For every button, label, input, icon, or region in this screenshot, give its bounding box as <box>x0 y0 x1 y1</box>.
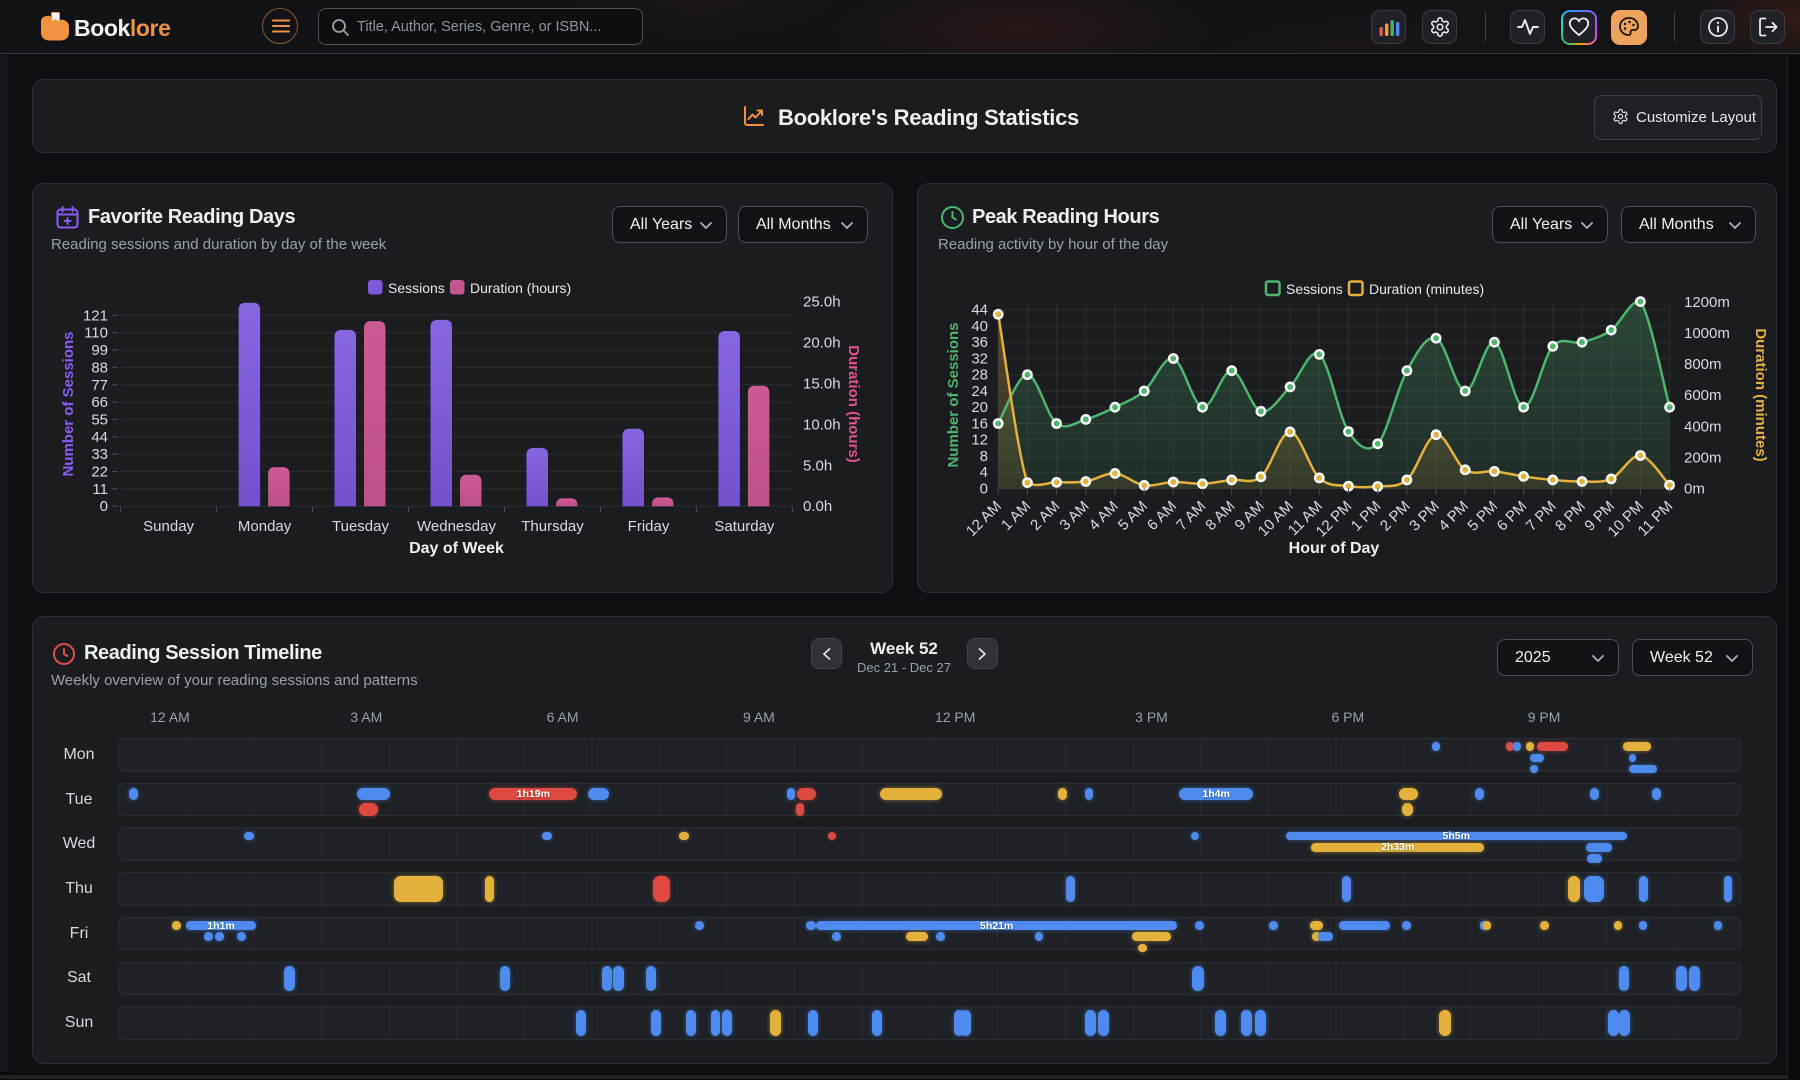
svg-text:0.0h: 0.0h <box>803 498 832 515</box>
svg-text:11: 11 <box>92 481 108 498</box>
svg-text:40: 40 <box>971 318 988 335</box>
svg-text:24: 24 <box>971 383 988 400</box>
svg-text:5 AM: 5 AM <box>1115 498 1151 534</box>
svg-text:Duration (hours): Duration (hours) <box>470 280 571 296</box>
svg-text:Day of Week: Day of Week <box>409 540 504 557</box>
svg-text:16: 16 <box>971 416 988 433</box>
svg-text:6 AM: 6 AM <box>1144 498 1180 534</box>
svg-text:2 PM: 2 PM <box>1377 498 1414 535</box>
svg-text:800m: 800m <box>1684 356 1722 373</box>
svg-text:Hour of Day: Hour of Day <box>1289 540 1380 557</box>
svg-text:Friday: Friday <box>628 518 670 535</box>
svg-text:20: 20 <box>971 399 988 416</box>
svg-text:1 PM: 1 PM <box>1348 498 1385 535</box>
svg-text:3 AM: 3 AM <box>1056 498 1092 534</box>
svg-text:Duration (minutes): Duration (minutes) <box>1752 328 1769 461</box>
svg-text:1000m: 1000m <box>1684 325 1730 342</box>
svg-text:20.0h: 20.0h <box>803 335 841 352</box>
svg-text:Duration (hours): Duration (hours) <box>845 345 862 463</box>
svg-text:200m: 200m <box>1684 449 1722 466</box>
svg-text:7 AM: 7 AM <box>1173 498 1209 534</box>
svg-text:4 PM: 4 PM <box>1435 498 1472 535</box>
svg-text:Sunday: Sunday <box>143 518 194 535</box>
svg-text:99: 99 <box>91 342 108 359</box>
svg-text:121: 121 <box>83 307 108 324</box>
svg-text:28: 28 <box>971 367 988 384</box>
svg-text:Sessions: Sessions <box>388 280 445 296</box>
svg-text:Wednesday: Wednesday <box>417 518 496 535</box>
svg-text:Thursday: Thursday <box>521 518 584 535</box>
svg-text:0: 0 <box>100 498 108 515</box>
svg-text:8 AM: 8 AM <box>1202 498 1238 534</box>
svg-text:22: 22 <box>91 464 108 481</box>
svg-text:7 PM: 7 PM <box>1523 498 1560 535</box>
svg-text:Number of Sessions: Number of Sessions <box>60 331 77 476</box>
svg-text:36: 36 <box>971 334 988 351</box>
svg-text:3 PM: 3 PM <box>1406 498 1443 535</box>
svg-text:400m: 400m <box>1684 418 1722 435</box>
svg-text:2 AM: 2 AM <box>1027 498 1063 534</box>
svg-text:6 PM: 6 PM <box>1494 498 1531 535</box>
svg-text:66: 66 <box>91 394 108 411</box>
svg-text:33: 33 <box>91 446 108 463</box>
svg-text:0: 0 <box>980 481 988 498</box>
svg-text:88: 88 <box>91 359 108 376</box>
svg-text:44: 44 <box>971 302 988 319</box>
svg-text:8: 8 <box>980 448 988 465</box>
svg-text:1 AM: 1 AM <box>998 498 1034 534</box>
svg-text:44: 44 <box>91 429 108 446</box>
svg-text:Monday: Monday <box>238 518 292 535</box>
svg-text:600m: 600m <box>1684 387 1722 404</box>
svg-text:Duration (minutes): Duration (minutes) <box>1369 281 1484 297</box>
svg-text:12: 12 <box>971 432 988 449</box>
svg-text:55: 55 <box>91 411 108 428</box>
svg-text:Tuesday: Tuesday <box>332 518 389 535</box>
svg-text:Sessions: Sessions <box>1286 281 1343 297</box>
svg-text:32: 32 <box>971 351 988 368</box>
svg-text:Saturday: Saturday <box>714 518 775 535</box>
svg-text:10.0h: 10.0h <box>803 416 841 433</box>
svg-text:5 PM: 5 PM <box>1464 498 1501 535</box>
svg-text:5.0h: 5.0h <box>803 457 832 474</box>
svg-text:15.0h: 15.0h <box>803 376 841 393</box>
svg-text:Number of Sessions: Number of Sessions <box>945 322 962 467</box>
svg-text:25.0h: 25.0h <box>803 294 841 311</box>
svg-text:4: 4 <box>980 464 988 481</box>
svg-text:8 PM: 8 PM <box>1552 498 1589 535</box>
svg-text:110: 110 <box>84 325 108 342</box>
svg-text:77: 77 <box>91 377 108 394</box>
svg-text:1200m: 1200m <box>1684 294 1730 311</box>
svg-text:12 AM: 12 AM <box>963 498 1005 540</box>
svg-text:0m: 0m <box>1684 481 1705 498</box>
svg-text:4 AM: 4 AM <box>1086 498 1122 534</box>
